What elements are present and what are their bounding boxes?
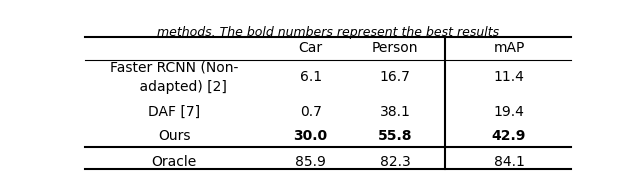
Text: 16.7: 16.7 [380,70,410,84]
Text: 0.7: 0.7 [300,105,321,119]
Text: 42.9: 42.9 [492,129,526,143]
Text: DAF [7]: DAF [7] [148,105,200,119]
Text: 19.4: 19.4 [493,105,524,119]
Text: mAP: mAP [493,41,525,55]
Text: 84.1: 84.1 [493,155,524,169]
Text: Person: Person [372,41,418,55]
Text: adapted) [2]: adapted) [2] [122,79,227,93]
Text: 55.8: 55.8 [378,129,412,143]
Text: 30.0: 30.0 [294,129,328,143]
Text: Ours: Ours [158,129,191,143]
Text: 38.1: 38.1 [380,105,410,119]
Text: 82.3: 82.3 [380,155,410,169]
Text: 85.9: 85.9 [295,155,326,169]
Text: 6.1: 6.1 [300,70,322,84]
Text: 11.4: 11.4 [493,70,524,84]
Text: Faster RCNN (Non-: Faster RCNN (Non- [110,60,239,74]
Text: Car: Car [299,41,323,55]
Text: methods. The bold numbers represent the best results: methods. The bold numbers represent the … [157,26,499,39]
Text: Oracle: Oracle [152,155,197,169]
